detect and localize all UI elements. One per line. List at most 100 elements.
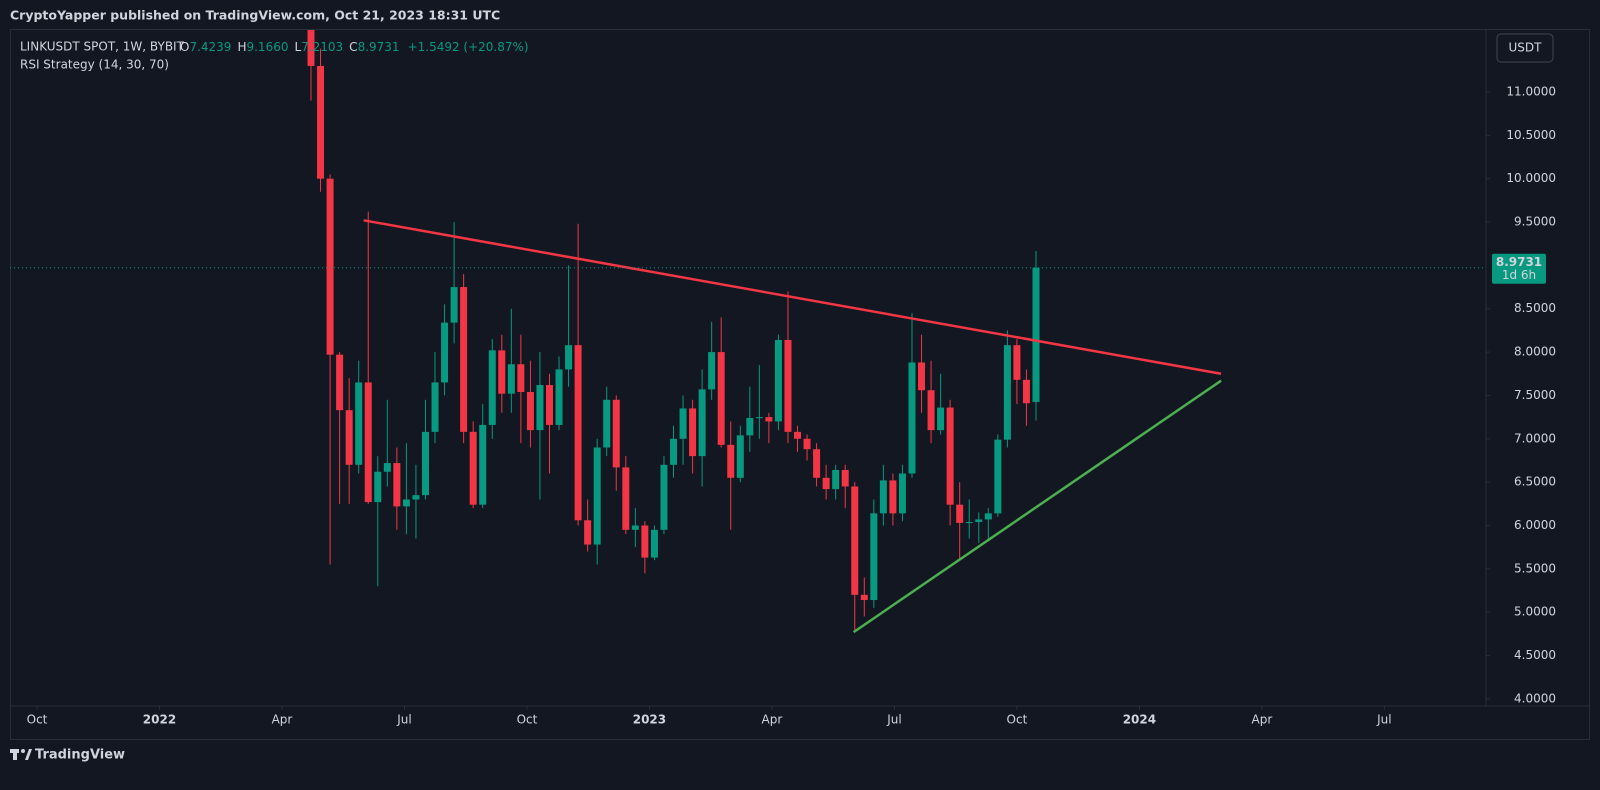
candle-body <box>336 354 344 411</box>
candle-body <box>851 486 859 595</box>
ohlc-key: L <box>294 40 301 54</box>
candle-body <box>956 504 964 523</box>
ohlc-value: 8.9731 <box>358 40 400 54</box>
candle-body <box>708 352 716 390</box>
candle-body <box>841 470 849 487</box>
candle-body <box>1003 345 1011 440</box>
candle-body <box>383 463 391 472</box>
x-tick-label: Jul <box>886 713 901 727</box>
candle-body <box>889 480 897 514</box>
candle-body <box>450 287 458 323</box>
candle-body <box>774 339 782 422</box>
candle-body <box>832 470 840 490</box>
x-tick-label: Oct <box>1007 713 1028 727</box>
ohlc-value: 9.1660 <box>246 40 288 54</box>
candle-body <box>994 439 1002 514</box>
candle-body <box>927 390 935 431</box>
candle-body <box>460 287 468 432</box>
candle-body <box>727 444 735 478</box>
y-tick-label: 4.0000 <box>1514 691 1556 705</box>
candle-body <box>317 65 325 179</box>
candle-body <box>698 389 706 457</box>
ohlc-key: H <box>237 40 246 54</box>
y-tick-label: 7.5000 <box>1514 388 1556 402</box>
trendline <box>852 379 1222 634</box>
countdown: 1d 6h <box>1502 268 1536 282</box>
published-line: CryptoYapper published on TradingView.co… <box>10 8 500 23</box>
candle-body <box>345 410 353 465</box>
candle-body <box>660 464 668 530</box>
candle-body <box>879 480 887 514</box>
candle-body <box>689 408 697 457</box>
candle-body <box>984 513 992 520</box>
candle-body <box>555 369 563 425</box>
currency-button[interactable] <box>1496 33 1554 63</box>
candle-body <box>679 408 687 439</box>
ohlc-key: O <box>180 40 189 54</box>
candle-body <box>402 499 410 507</box>
candle-body <box>412 495 420 500</box>
candle-body <box>870 513 878 601</box>
candle-body <box>670 438 677 465</box>
candle-body <box>765 417 773 422</box>
candle-body <box>374 471 382 503</box>
candle-body <box>736 435 744 478</box>
x-tick-label: 2024 <box>1123 713 1156 727</box>
symbol: LINKUSDT SPOT, 1W, BYBIT <box>20 40 185 54</box>
candle-body <box>1032 267 1040 403</box>
y-tick-label: 6.0000 <box>1514 518 1556 532</box>
ohlc-value: 7.2103 <box>301 40 343 54</box>
candle-body <box>794 431 802 439</box>
currency[interactable]: USDT <box>1509 41 1543 55</box>
candle-body <box>975 519 983 523</box>
x-tick-label: Jul <box>396 713 411 727</box>
candle-body <box>755 417 763 419</box>
candle-body <box>937 407 945 431</box>
ohlc-header: O7.4239 H9.1660 L7.2103 C8.9731 +1.5492 (+20… <box>180 40 529 54</box>
candle-body <box>507 364 515 394</box>
candle-body <box>717 352 725 445</box>
candle-body <box>431 382 439 432</box>
ohlc-value: 7.4239 <box>189 40 231 54</box>
candle-body <box>784 339 792 432</box>
candle-body <box>746 417 754 436</box>
candle-body <box>364 382 372 503</box>
candle-body <box>965 522 973 524</box>
y-tick-label: 8.5000 <box>1514 301 1556 315</box>
y-tick-label: 7.0000 <box>1514 431 1556 445</box>
y-tick-label: 8.0000 <box>1514 345 1556 359</box>
x-tick-label: Apr <box>272 713 293 727</box>
candle-body <box>441 322 449 383</box>
candle-body <box>908 362 916 474</box>
candle-body <box>355 382 363 465</box>
candle-body <box>641 525 649 558</box>
brand: TradingView <box>35 748 125 763</box>
candle-body <box>1013 345 1021 380</box>
ohlc-key: C <box>349 40 357 54</box>
candle-body <box>536 385 544 431</box>
y-tick-label: 5.0000 <box>1514 605 1556 619</box>
candle-body <box>584 520 592 545</box>
plot-area <box>307 30 1222 634</box>
candle-body <box>526 391 534 431</box>
candle-body <box>469 431 477 505</box>
candle-body <box>946 407 954 505</box>
x-tick-label: Apr <box>1252 713 1273 727</box>
candle-body <box>498 350 506 394</box>
x-tick-label: Apr <box>762 713 783 727</box>
x-tick-label: 2023 <box>633 713 666 727</box>
candle-body <box>1022 379 1030 404</box>
candle-body <box>622 467 630 530</box>
change: +1.5492 (+20.87%) <box>408 40 529 54</box>
y-tick-label: 11.0000 <box>1506 84 1556 98</box>
candle-body <box>603 399 611 448</box>
trendline <box>363 219 1222 375</box>
y-tick-label: 5.5000 <box>1514 561 1556 575</box>
candle-body <box>593 447 601 545</box>
x-tick-label: Oct <box>517 713 538 727</box>
candle-body <box>860 594 868 601</box>
y-tick-label: 6.5000 <box>1514 475 1556 489</box>
candle-body <box>918 362 926 391</box>
candle-body <box>326 178 334 355</box>
